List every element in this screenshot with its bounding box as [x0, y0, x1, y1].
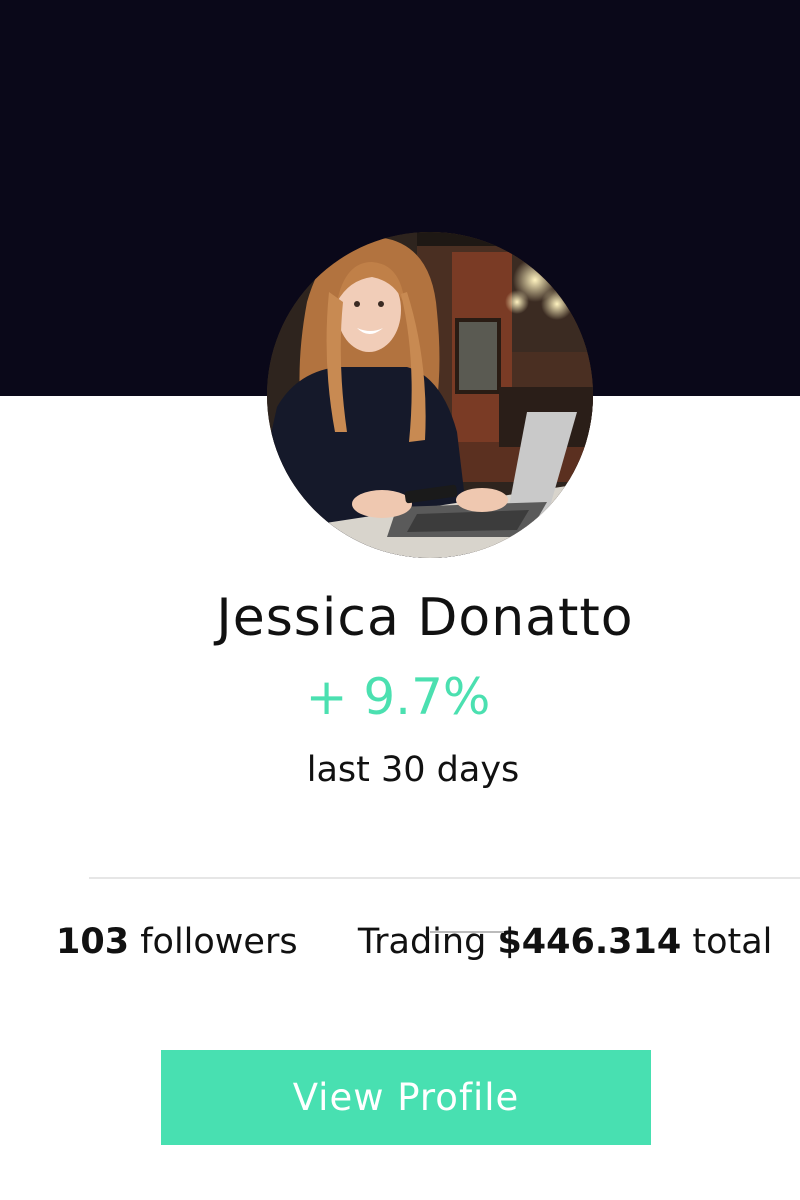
trading-label: Trading [357, 922, 487, 962]
trading-total-label: total [692, 922, 773, 962]
performance-change: + 9.7% [305, 668, 491, 726]
divider [89, 877, 800, 879]
profile-photo-icon [267, 232, 593, 558]
stats-row: 103 followers Trading $446.314 total [56, 922, 772, 962]
followers-label: followers [140, 922, 298, 962]
overlay-line [429, 931, 504, 933]
performance-period: last 30 days [306, 750, 520, 790]
trading-amount: $446.314 [497, 922, 682, 962]
view-profile-button[interactable]: View Profile [161, 1050, 651, 1145]
trading-label-wrap: Trading [357, 922, 504, 962]
followers-count: 103 [56, 922, 130, 962]
profile-name: Jessica Donatto [216, 588, 634, 648]
avatar [267, 232, 593, 558]
